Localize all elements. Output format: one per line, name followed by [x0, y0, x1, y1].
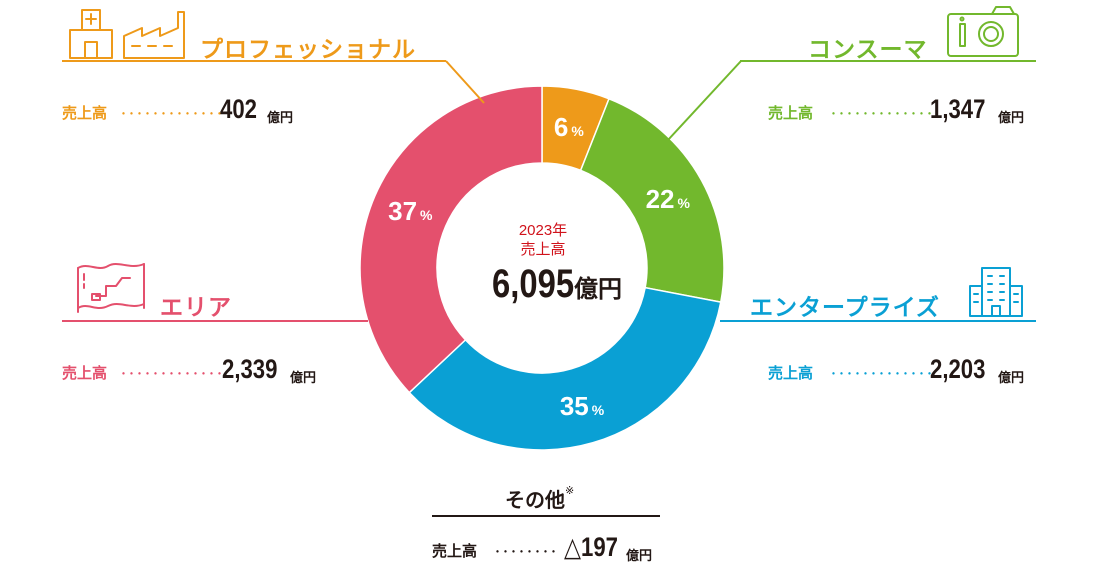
area-rule	[62, 320, 368, 322]
consumer-rule	[740, 60, 1036, 62]
consumer-sales-dots: ･････････････	[830, 107, 934, 123]
consumer-sales-value: 1,347	[930, 94, 998, 125]
enterprise-sales-label: 売上高	[768, 364, 814, 382]
enterprise-sales-dots: ･････････････	[830, 367, 934, 383]
camera-icon	[947, 6, 1019, 57]
segment-title-other: その他※	[505, 484, 574, 513]
center-total-unit: 億円	[574, 275, 623, 303]
professional-sales-label: 売上高	[62, 104, 108, 122]
area-sales-unit: 億円	[290, 371, 317, 386]
other-sales-number: △197	[564, 532, 618, 562]
enterprise-sales-value: 2,203	[930, 354, 998, 385]
center-total-value: 6,095	[491, 262, 575, 306]
donut-slice-4	[359, 85, 543, 394]
professional-sales-number: 402	[220, 94, 257, 124]
professional-sales-value: 402	[220, 94, 265, 125]
other-rule	[432, 515, 660, 517]
donut-slice-label-4: 37%	[388, 196, 433, 226]
consumer-sales-unit: 億円	[998, 111, 1025, 126]
area-sales-label: 売上高	[62, 364, 108, 382]
segment-title-enterprise: エンタープライズ	[750, 295, 940, 321]
donut-slice-label-3: 35%	[560, 391, 605, 421]
donut-slice-label-2: 22%	[646, 184, 691, 214]
consumer-sales-label: 売上高	[768, 104, 814, 122]
donut-slice-label-1: 6%	[554, 112, 584, 142]
other-sales-dots: ････････	[494, 545, 558, 561]
other-sales-label: 売上高	[432, 542, 478, 560]
donut-slice-labels: 6 % 22 % 35 % 37%	[388, 112, 690, 421]
map-icon	[77, 263, 145, 313]
other-sales-value: △197	[564, 532, 630, 563]
enterprise-sales-number: 2,203	[930, 354, 986, 384]
area-sales-value: 2,339	[222, 354, 290, 385]
segment-title-area: エリア	[160, 295, 232, 321]
center-label: 売上高	[520, 240, 566, 258]
donut-slices	[359, 85, 725, 451]
area-sales-number: 2,339	[222, 354, 278, 384]
professional-rule	[62, 60, 446, 62]
center-year: 2023年	[518, 222, 568, 239]
other-sales-unit: 億円	[626, 549, 653, 564]
area-sales-dots: ･････････････	[120, 367, 224, 383]
segment-title-consumer: コンスーマ	[808, 37, 928, 63]
donut-slice-3	[408, 286, 722, 451]
professional-sales-unit: 億円	[267, 111, 294, 126]
professional-sales-dots: ･････････････	[120, 107, 224, 123]
consumer-sales-number: 1,347	[930, 94, 986, 124]
other-name: その他	[505, 488, 565, 512]
hospital-factory-icon	[69, 9, 185, 59]
segment-title-professional: プロフェッショナル	[200, 37, 416, 63]
enterprise-sales-unit: 億円	[998, 371, 1025, 386]
office-building-icon	[969, 267, 1023, 317]
center-total: 6,095億円	[463, 262, 633, 307]
other-note-mark: ※	[565, 484, 575, 497]
enterprise-rule	[720, 320, 1036, 322]
